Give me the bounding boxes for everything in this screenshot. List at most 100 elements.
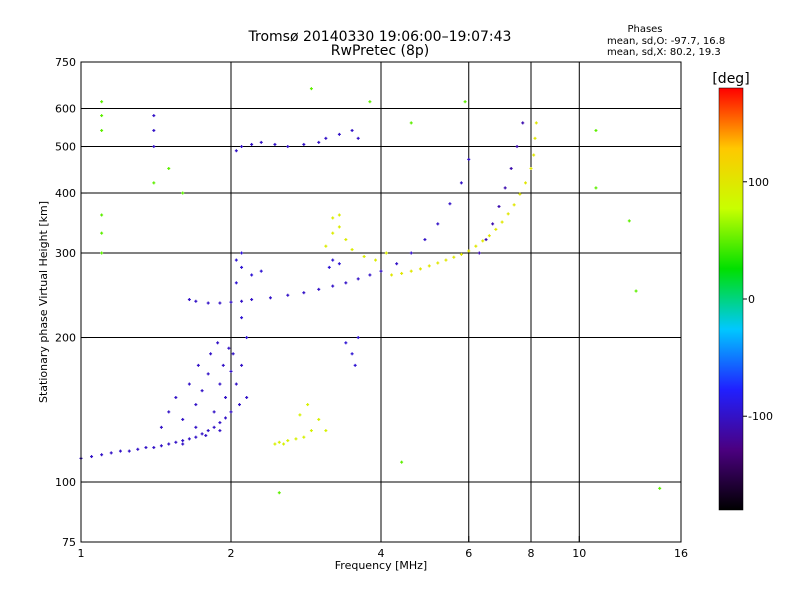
data-point [503, 186, 507, 190]
data-point [427, 264, 431, 268]
data-point [518, 192, 522, 196]
data-point [512, 203, 516, 207]
data-point [224, 396, 228, 400]
data-point [152, 145, 156, 149]
data-point [400, 460, 404, 464]
data-point [534, 121, 538, 125]
data-point [524, 181, 528, 185]
colorbar-tick-label: 0 [748, 293, 755, 306]
data-point [350, 128, 354, 132]
stats-line-o: mean, sd,O: -97.7, 16.8 [607, 36, 725, 47]
data-point [317, 140, 321, 144]
colorbar-ticks: 100 0 -100 [743, 176, 773, 423]
data-point [159, 444, 163, 448]
data-point [337, 225, 341, 229]
data-point [273, 442, 277, 446]
data-point [200, 432, 204, 436]
data-point [467, 157, 471, 161]
data-point [245, 336, 249, 340]
data-point [200, 389, 204, 393]
colorbar-label: [deg] [712, 71, 749, 87]
data-point [181, 417, 185, 421]
data-point [436, 222, 440, 226]
data-point [409, 121, 413, 125]
data-point [529, 166, 533, 170]
data-point [467, 249, 471, 253]
data-point [627, 219, 631, 223]
y-axis-label: Stationary phase Virtual Height [km] [37, 201, 50, 403]
data-point [309, 87, 313, 91]
data-point [118, 449, 122, 453]
data-point [234, 382, 238, 386]
data-point [477, 251, 481, 255]
data-point [532, 153, 536, 157]
data-point [294, 437, 298, 441]
data-point [259, 269, 263, 273]
data-point [344, 341, 348, 345]
data-point [181, 191, 185, 195]
data-point [494, 227, 498, 231]
data-point [302, 435, 306, 439]
data-point [515, 145, 519, 149]
data-point [356, 336, 360, 340]
data-point [240, 299, 244, 303]
data-point [374, 258, 378, 262]
data-point [167, 166, 171, 170]
data-point [218, 301, 222, 305]
data-point [206, 429, 210, 433]
data-point [368, 273, 372, 277]
colorbar-tick-label: 100 [748, 176, 769, 189]
data-point [298, 413, 302, 417]
data-point [227, 346, 231, 350]
data-point [506, 212, 510, 216]
data-point [194, 425, 198, 429]
data-point [337, 262, 341, 266]
data-points [79, 87, 662, 495]
data-point [327, 265, 331, 269]
data-point [362, 255, 366, 259]
data-point [459, 181, 463, 185]
data-point [216, 341, 220, 345]
y-tick-label: 300 [55, 247, 76, 260]
data-point [302, 291, 306, 295]
data-point [509, 166, 513, 170]
data-point [152, 446, 156, 450]
data-point [204, 434, 208, 438]
data-point [194, 435, 198, 439]
data-point [127, 449, 131, 453]
data-point [484, 238, 488, 242]
data-point [100, 100, 104, 104]
y-tick-label: 75 [62, 536, 76, 549]
colorbar-tick-label: -100 [748, 410, 773, 423]
y-axis-ticks: 75 100 200 300 400 500 600 750 [55, 56, 87, 549]
chart-title: Tromsø 20140330 19:06:00–19:07:43 [248, 29, 512, 45]
data-point [463, 100, 467, 104]
data-point [331, 216, 335, 220]
data-point [353, 363, 357, 367]
data-point [324, 244, 328, 248]
data-point [234, 281, 238, 285]
data-point [481, 239, 485, 243]
data-point [206, 372, 210, 376]
data-point [209, 352, 213, 356]
data-point [100, 453, 104, 457]
data-point [221, 363, 225, 367]
data-point [100, 128, 104, 132]
data-point [152, 114, 156, 118]
data-point [206, 301, 210, 305]
data-point [384, 251, 388, 255]
data-point [500, 220, 504, 224]
data-point [194, 403, 198, 407]
data-point [218, 429, 222, 433]
data-point [350, 352, 354, 356]
data-point [212, 425, 216, 429]
y-tick-label: 500 [55, 141, 76, 154]
data-point [181, 439, 185, 443]
data-point [240, 251, 244, 255]
data-point [368, 100, 372, 104]
data-point [497, 204, 501, 208]
y-tick-label: 400 [55, 187, 76, 200]
data-point [331, 284, 335, 288]
data-point [136, 447, 140, 451]
